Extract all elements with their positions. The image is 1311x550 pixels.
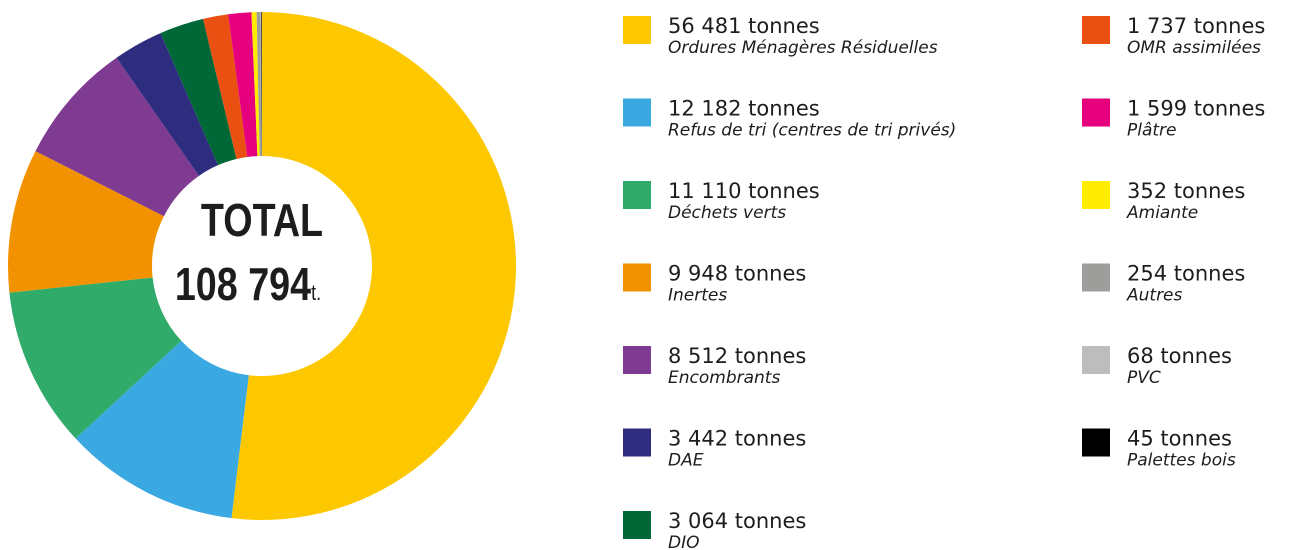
legend-value: 3 442 tonnes bbox=[668, 427, 806, 451]
legend-label: Amiante bbox=[1126, 203, 1198, 223]
legend-value: 1 737 tonnes bbox=[1127, 14, 1265, 38]
legend-value: 68 tonnes bbox=[1127, 344, 1232, 368]
legend-label: Déchets verts bbox=[668, 203, 786, 223]
legend-label: Plâtre bbox=[1127, 121, 1177, 141]
legend-label: Autres bbox=[1126, 286, 1183, 306]
legend-label: Palettes bois bbox=[1127, 451, 1236, 471]
donut-slice bbox=[35, 57, 199, 217]
donut-slice bbox=[7, 151, 164, 293]
center-unit: t. bbox=[311, 281, 321, 305]
donut-slice bbox=[75, 340, 249, 519]
donut-slice bbox=[116, 33, 219, 176]
legend-swatch bbox=[1082, 98, 1110, 127]
legend-swatch bbox=[1082, 346, 1110, 374]
legend-value: 254 tonnes bbox=[1127, 262, 1245, 286]
legend-label: Ordures Ménagères Résiduelles bbox=[668, 38, 938, 58]
legend-swatch bbox=[623, 263, 651, 292]
legend-label: Encombrants bbox=[668, 368, 780, 388]
center-title: TOTAL bbox=[201, 194, 323, 245]
legend-swatch bbox=[1082, 16, 1110, 44]
legend-swatch bbox=[1082, 181, 1110, 209]
legend-swatch bbox=[623, 511, 651, 539]
legend-value: 45 tonnes bbox=[1127, 427, 1232, 451]
donut-slice bbox=[261, 12, 262, 157]
donut-slice bbox=[231, 12, 516, 521]
legend-value: 56 481 tonnes bbox=[668, 14, 820, 38]
legend-value: 352 tonnes bbox=[1127, 179, 1245, 203]
legend-label: PVC bbox=[1127, 368, 1161, 388]
legend-swatch bbox=[1082, 428, 1110, 457]
donut-slice bbox=[260, 12, 262, 157]
legend-swatch bbox=[623, 428, 651, 457]
legend-value: 1 599 tonnes bbox=[1127, 97, 1265, 121]
legend-value: 11 110 tonnes bbox=[668, 179, 820, 203]
legend-label: Refus de tri (centres de tri privés) bbox=[668, 121, 956, 141]
legend-label: DAE bbox=[668, 451, 704, 471]
donut-slice bbox=[203, 14, 248, 160]
legend-label: OMR assimilées bbox=[1127, 38, 1261, 58]
donut-slice bbox=[251, 12, 260, 157]
legend-swatch bbox=[623, 181, 651, 209]
legend-label: Inertes bbox=[668, 286, 727, 306]
donut-slice bbox=[9, 277, 182, 439]
legend-value: 9 948 tonnes bbox=[668, 262, 806, 286]
legend-label: DIO bbox=[668, 533, 700, 550]
legend-value: 12 182 tonnes bbox=[668, 97, 820, 121]
donut-slice bbox=[160, 18, 237, 166]
legend-swatch bbox=[623, 16, 651, 44]
center-total-value: 108 794 bbox=[175, 258, 312, 309]
legend-swatch bbox=[623, 98, 651, 127]
legend-swatch bbox=[1082, 263, 1110, 292]
legend-swatch bbox=[623, 346, 651, 374]
legend-value: 3 064 tonnes bbox=[668, 509, 806, 533]
donut bbox=[7, 12, 516, 521]
donut-slice bbox=[228, 12, 258, 157]
legend-value: 8 512 tonnes bbox=[668, 344, 806, 368]
center-total: 108 794t. bbox=[175, 258, 321, 309]
donut-slice bbox=[256, 12, 262, 157]
